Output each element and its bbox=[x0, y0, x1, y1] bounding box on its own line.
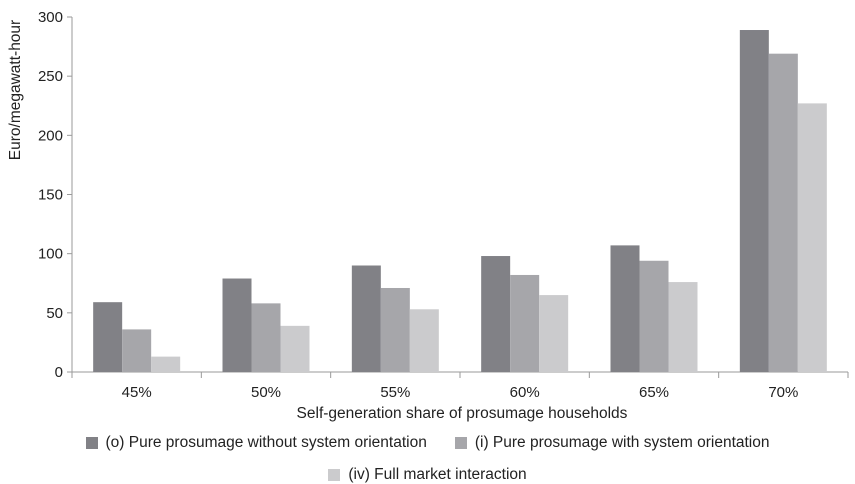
plot-area: 0 50 100 150 200 250 300 45% 50% 55% 60% 65% 70% bbox=[38, 9, 849, 401]
x-tick-label: 45% bbox=[122, 384, 152, 401]
bar-series-0-50pct bbox=[222, 278, 252, 372]
bar-series-0-60pct bbox=[481, 256, 511, 372]
bar-series-0-45pct bbox=[93, 302, 123, 372]
bar-series-1-50pct bbox=[251, 303, 281, 372]
legend-item-series-0: (o) Pure prosumage without system orient… bbox=[85, 434, 427, 452]
legend-label-series-1: (i) Pure prosumage with system orientati… bbox=[474, 434, 770, 451]
y-tick-label: 250 bbox=[38, 68, 63, 85]
bar-series-2-50pct bbox=[280, 325, 310, 372]
bar-series-2-45pct bbox=[151, 356, 181, 372]
legend-label-series-0: (o) Pure prosumage without system orient… bbox=[105, 434, 427, 451]
bar-series-2-55pct bbox=[409, 309, 439, 372]
legend-swatch-series-0 bbox=[85, 437, 98, 449]
bar-series-2-65pct bbox=[668, 282, 698, 372]
x-axis-label: Self-generation share of prosumage house… bbox=[297, 405, 628, 422]
x-tick-label: 70% bbox=[768, 384, 798, 401]
y-tick-label: 200 bbox=[38, 127, 63, 144]
bar-series-0-70pct bbox=[739, 30, 769, 373]
bar-series-0-55pct bbox=[351, 265, 381, 372]
y-tick-label: 0 bbox=[55, 364, 63, 381]
y-tick-label: 150 bbox=[38, 187, 63, 204]
y-axis-label: Euro/megawatt-hour bbox=[7, 20, 24, 160]
legend-row-2: (iv) Full market interaction bbox=[0, 466, 855, 484]
legend-row-1: (o) Pure prosumage without system orient… bbox=[0, 434, 855, 452]
bar-series-2-70pct bbox=[797, 103, 827, 372]
bar-series-1-65pct bbox=[639, 260, 669, 372]
legend-label-series-2: (iv) Full market interaction bbox=[348, 466, 527, 483]
bar-series-1-45pct bbox=[122, 329, 152, 372]
x-tick-label: 60% bbox=[510, 384, 540, 401]
bar-series-1-70pct bbox=[768, 53, 798, 372]
bar-series-1-60pct bbox=[510, 274, 540, 372]
y-tick-label: 300 bbox=[38, 9, 63, 26]
x-tick-label: 55% bbox=[380, 384, 410, 401]
legend-item-series-1: (i) Pure prosumage with system orientati… bbox=[454, 434, 770, 452]
y-tick-label: 100 bbox=[38, 246, 63, 263]
bar-series-1-55pct bbox=[380, 287, 410, 372]
bar-series-0-65pct bbox=[610, 245, 640, 372]
bar-series-2-60pct bbox=[539, 295, 569, 372]
x-tick-label: 65% bbox=[639, 384, 669, 401]
y-tick-label: 50 bbox=[46, 305, 63, 322]
legend-swatch-series-2 bbox=[328, 469, 341, 481]
legend-item-series-2: (iv) Full market interaction bbox=[328, 466, 527, 484]
legend-swatch-series-1 bbox=[454, 437, 467, 449]
x-tick-label: 50% bbox=[251, 384, 281, 401]
